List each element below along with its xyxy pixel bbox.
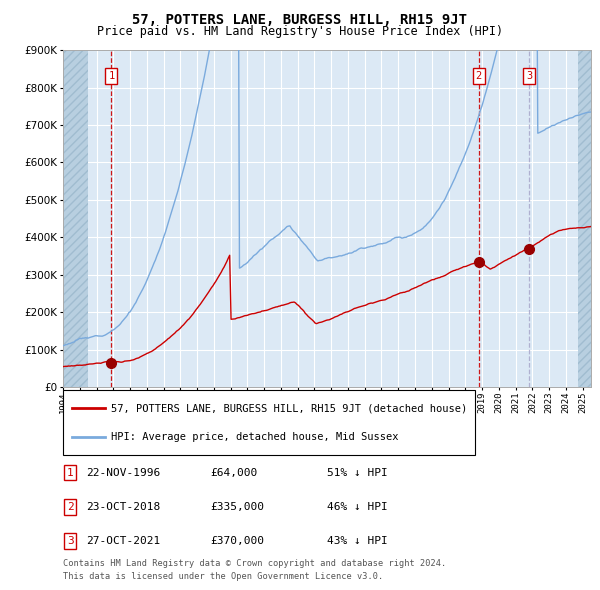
Bar	[63, 50, 88, 387]
Text: Contains HM Land Registry data © Crown copyright and database right 2024.: Contains HM Land Registry data © Crown c…	[63, 559, 446, 568]
Text: 2: 2	[476, 71, 482, 81]
Text: 23-OCT-2018: 23-OCT-2018	[86, 502, 160, 512]
Text: 3: 3	[67, 536, 74, 546]
Text: £370,000: £370,000	[210, 536, 264, 546]
Text: HPI: Average price, detached house, Mid Sussex: HPI: Average price, detached house, Mid …	[111, 432, 398, 442]
Text: 57, POTTERS LANE, BURGESS HILL, RH15 9JT: 57, POTTERS LANE, BURGESS HILL, RH15 9JT	[133, 13, 467, 27]
Text: 2: 2	[67, 502, 74, 512]
Text: This data is licensed under the Open Government Licence v3.0.: This data is licensed under the Open Gov…	[63, 572, 383, 581]
Text: £335,000: £335,000	[210, 502, 264, 512]
Text: 22-NOV-1996: 22-NOV-1996	[86, 468, 160, 477]
Text: 57, POTTERS LANE, BURGESS HILL, RH15 9JT (detached house): 57, POTTERS LANE, BURGESS HILL, RH15 9JT…	[111, 403, 467, 413]
Text: 46% ↓ HPI: 46% ↓ HPI	[327, 502, 388, 512]
Bar	[578, 50, 591, 387]
Text: £64,000: £64,000	[210, 468, 257, 477]
Text: 27-OCT-2021: 27-OCT-2021	[86, 536, 160, 546]
Text: 43% ↓ HPI: 43% ↓ HPI	[327, 536, 388, 546]
Text: 1: 1	[67, 468, 74, 477]
Text: 1: 1	[109, 71, 115, 81]
Text: Price paid vs. HM Land Registry's House Price Index (HPI): Price paid vs. HM Land Registry's House …	[97, 25, 503, 38]
Text: 51% ↓ HPI: 51% ↓ HPI	[327, 468, 388, 477]
Text: 3: 3	[526, 71, 532, 81]
